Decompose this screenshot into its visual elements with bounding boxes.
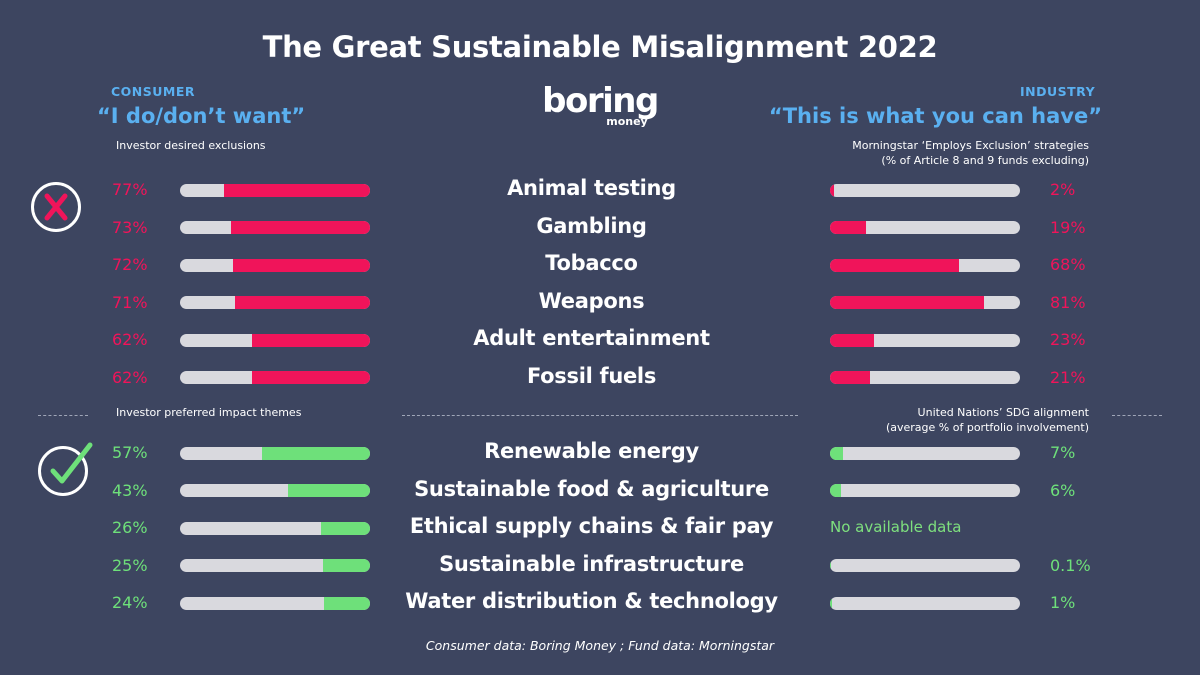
category-label: Water distribution & technology: [405, 589, 778, 613]
consumer-value-label: 25%: [112, 555, 148, 575]
industry-bar-fill: [830, 371, 870, 384]
industry-bar-track: [830, 183, 1020, 197]
consumer-bar-fill: [223, 183, 370, 197]
consumer-bar-fill: [288, 484, 370, 497]
consumer-themes-note: Investor preferred impact themes: [116, 406, 302, 419]
industry-themes-note-1: United Nations’ SDG alignment: [917, 406, 1089, 419]
industry-bar-track: [830, 446, 1020, 460]
industry-value-label: 23%: [1050, 330, 1086, 349]
logo-sub-text: money: [606, 115, 648, 128]
consumer-bar-fill: [235, 296, 370, 309]
consumer-value-label: 26%: [112, 518, 148, 537]
industry-value-label: 6%: [1050, 480, 1076, 500]
industry-bar-track: [830, 258, 1020, 272]
consumer-bar-track: [180, 296, 370, 309]
industry-bar-fill: [830, 258, 960, 272]
consumer-label: CONSUMER: [111, 84, 196, 99]
check-icon: [38, 442, 93, 496]
consumer-value-label: 62%: [112, 330, 148, 349]
industry-bar-fill: [830, 446, 844, 460]
boring-money-logo: boring money: [536, 84, 664, 128]
consumer-value-label: 71%: [112, 292, 148, 312]
consumer-bar-track: [180, 596, 370, 610]
industry-bar-track: [830, 296, 1020, 309]
industry-exclusions-note-2: (% of Article 8 and 9 funds excluding): [881, 154, 1089, 167]
consumer-bar-track: [180, 446, 370, 460]
industry-bar-track: [830, 221, 1020, 234]
category-label: Gambling: [536, 213, 647, 238]
category-label: Ethical supply chains & fair pay: [409, 514, 774, 538]
no-data-label: No available data: [830, 518, 962, 536]
consumer-bar-track: [180, 258, 370, 272]
consumer-value-label: 43%: [112, 480, 148, 500]
consumer-bar-fill: [261, 446, 370, 460]
consumer-value-label: 73%: [112, 217, 148, 237]
consumer-bar-track: [180, 221, 370, 234]
consumer-bar-fill: [252, 371, 370, 384]
industry-bar-track: [830, 596, 1020, 610]
consumer-bar-fill: [252, 333, 370, 347]
category-label: Animal testing: [507, 176, 676, 200]
industry-bar-track: [830, 371, 1020, 384]
category-label: Sustainable food & agriculture: [414, 476, 769, 501]
consumer-value-label: 72%: [112, 255, 148, 274]
consumer-value-label: 24%: [112, 593, 148, 612]
consumer-value-label: 62%: [112, 367, 148, 387]
category-label: Weapons: [538, 288, 645, 313]
consumer-bar-track: [180, 371, 370, 384]
industry-value-label: 2%: [1050, 180, 1076, 199]
industry-bar-fill: [830, 559, 831, 572]
category-label: Renewable energy: [484, 439, 699, 463]
industry-value-label: 1%: [1050, 593, 1076, 612]
source-note: Consumer data: Boring Money ; Fund data:…: [425, 638, 775, 653]
category-label: Adult entertainment: [473, 326, 710, 350]
industry-value-label: 7%: [1050, 443, 1076, 462]
industry-themes-note-2: (average % of portfolio involvement): [885, 421, 1089, 434]
industry-bar-track: [830, 333, 1020, 347]
industry-bar-fill: [830, 484, 842, 497]
industry-exclusions-note-1: Morningstar ‘Employs Exclusion’ strategi…: [852, 139, 1089, 152]
category-label: Fossil fuels: [526, 363, 657, 388]
consumer-bar-track: [180, 484, 370, 497]
industry-label: INDUSTRY: [1020, 84, 1096, 99]
logo-main-text: boring: [542, 81, 659, 121]
industry-bar-fill: [830, 221, 867, 234]
industry-value-label: 21%: [1050, 367, 1086, 387]
industry-quote: “This is what you can have”: [768, 104, 1102, 128]
consumer-value-label: 57%: [112, 443, 148, 462]
consumer-bar-fill: [320, 521, 370, 535]
consumer-quote: “I do/don’t want”: [97, 104, 306, 128]
consumer-bar-fill: [231, 221, 370, 234]
consumer-bar-track: [180, 333, 370, 347]
industry-value-label: 0.1%: [1050, 555, 1091, 575]
consumer-bar-fill: [233, 258, 370, 272]
divider-left: [38, 415, 88, 416]
divider-center: [402, 415, 798, 416]
industry-bar-fill: [830, 333, 874, 347]
category-label: Tobacco: [545, 251, 638, 275]
divider-right: [1112, 415, 1162, 416]
consumer-value-label: 77%: [112, 180, 148, 199]
industry-bar-fill: [830, 183, 834, 197]
consumer-bar-fill: [322, 559, 370, 572]
industry-bar-fill: [830, 296, 984, 309]
industry-bar-track: [830, 559, 1020, 572]
industry-value-label: 81%: [1050, 292, 1086, 312]
industry-value-label: 19%: [1050, 217, 1086, 237]
category-label: Sustainable infrastructure: [439, 551, 744, 576]
page-title: The Great Sustainable Misalignment 2022: [262, 30, 938, 64]
consumer-bar-fill: [324, 596, 370, 610]
industry-bar-track: [830, 484, 1020, 497]
consumer-bar-track: [180, 521, 370, 535]
consumer-bar-track: [180, 183, 370, 197]
industry-bar-fill: [830, 596, 832, 610]
cross-icon: [31, 182, 81, 232]
consumer-exclusions-note: Investor desired exclusions: [116, 139, 266, 152]
consumer-bar-track: [180, 559, 370, 572]
industry-value-label: 68%: [1050, 255, 1086, 274]
